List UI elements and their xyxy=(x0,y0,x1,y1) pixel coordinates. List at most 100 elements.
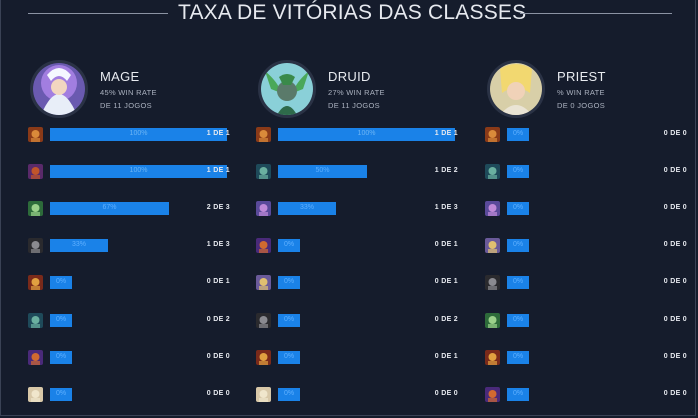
win-rate-bar: 0% xyxy=(278,314,300,327)
matchup-row: 0% 0 DE 1 xyxy=(28,275,230,291)
class-name: MAGE xyxy=(100,69,140,84)
matchup-row: 0% 0 DE 1 xyxy=(256,238,458,254)
matchup-record: 0 DE 2 xyxy=(206,316,230,323)
mage-icon xyxy=(485,201,500,216)
win-rate-percent: 0% xyxy=(512,390,524,397)
win-rate-percent: 0% xyxy=(512,353,524,360)
win-rate-percent: 0% xyxy=(55,278,67,285)
matchup-record: 0 DE 2 xyxy=(434,316,458,323)
win-rate-bar: 0% xyxy=(507,276,529,289)
matchup-record: 0 DE 1 xyxy=(206,278,230,285)
matchup-row: 0% 0 DE 0 xyxy=(28,350,230,366)
win-rate-bar: 0% xyxy=(278,388,300,401)
win-rate-percent: 100% xyxy=(129,167,148,174)
win-rate-percent: 0% xyxy=(283,353,295,360)
title-divider-right xyxy=(520,13,672,14)
win-rate-bar: 0% xyxy=(507,351,529,364)
class-games-count: DE 11 JOGOS xyxy=(100,101,152,110)
matchup-row: 0% 0 DE 0 xyxy=(485,387,687,403)
win-rate-percent: 0% xyxy=(55,390,67,397)
win-rate-percent: 0% xyxy=(283,316,295,323)
win-rate-percent: 0% xyxy=(512,130,524,137)
matchup-record: 1 DE 3 xyxy=(434,204,458,211)
druid-portrait-icon xyxy=(258,60,316,118)
win-rate-bar: 100% xyxy=(50,165,227,178)
druid-icon xyxy=(485,164,500,179)
paladin-icon xyxy=(256,275,271,290)
matchup-record: 2 DE 3 xyxy=(206,204,230,211)
win-rate-bar: 0% xyxy=(507,239,529,252)
matchup-record: 0 DE 0 xyxy=(663,278,687,285)
win-rate-bar: 0% xyxy=(50,314,72,327)
matchup-row: 0% 0 DE 0 xyxy=(485,313,687,329)
matchup-row: 33% 1 DE 3 xyxy=(256,201,458,217)
win-rate-bar: 0% xyxy=(507,128,529,141)
win-rate-bar: 0% xyxy=(50,276,72,289)
demon-hunter-icon xyxy=(28,350,43,365)
matchup-record: 1 DE 1 xyxy=(206,167,230,174)
win-rate-percent: 67% xyxy=(102,204,117,211)
win-rate-bar: 0% xyxy=(507,202,529,215)
matchup-row: 0% 0 DE 0 xyxy=(485,127,687,143)
matchup-row: 0% 0 DE 0 xyxy=(485,201,687,217)
win-rate-percent: 0% xyxy=(55,353,67,360)
matchup-row: 0% 0 DE 0 xyxy=(485,350,687,366)
matchup-record: 0 DE 0 xyxy=(663,390,687,397)
matchup-row: 0% 0 DE 2 xyxy=(256,313,458,329)
win-rate-percent: 0% xyxy=(283,241,295,248)
matchup-row: 100% 1 DE 1 xyxy=(28,127,230,143)
matchup-row: 33% 1 DE 3 xyxy=(28,238,230,254)
win-rate-percent: 0% xyxy=(512,316,524,323)
paladin-icon xyxy=(485,238,500,253)
rogue-icon xyxy=(485,275,500,290)
matchup-row: 0% 0 DE 1 xyxy=(256,350,458,366)
win-rate-bar: 50% xyxy=(278,165,367,178)
class-column-mage: MAGE 45% WIN RATE DE 11 JOGOS 100% 1 DE 1 100… xyxy=(28,60,230,410)
matchup-record: 0 DE 0 xyxy=(663,353,687,360)
matchup-row: 0% 0 DE 2 xyxy=(28,313,230,329)
mage-portrait-icon xyxy=(30,60,88,118)
matchup-record: 1 DE 3 xyxy=(206,241,230,248)
header: TAXA DE VITÓRIAS DAS CLASSES xyxy=(0,0,698,28)
matchup-row: 0% 0 DE 0 xyxy=(485,164,687,180)
priest-portrait-icon xyxy=(487,60,545,118)
win-rate-percent: 100% xyxy=(129,130,148,137)
matchup-record: 0 DE 0 xyxy=(663,167,687,174)
rogue-icon xyxy=(28,238,43,253)
win-rate-percent: 0% xyxy=(512,241,524,248)
warrior-icon xyxy=(28,127,43,142)
matchup-row: 0% 0 DE 0 xyxy=(485,238,687,254)
priest-icon xyxy=(256,387,271,402)
matchup-row: 67% 2 DE 3 xyxy=(28,201,230,217)
win-rate-bar: 100% xyxy=(50,128,227,141)
win-rate-percent: 0% xyxy=(512,204,524,211)
hunter-icon xyxy=(485,313,500,328)
class-games-count: DE 11 JOGOS xyxy=(328,101,380,110)
win-rate-bar: 100% xyxy=(278,128,455,141)
matchup-record: 0 DE 0 xyxy=(663,204,687,211)
matchup-record: 0 DE 0 xyxy=(663,316,687,323)
mage-icon xyxy=(256,201,271,216)
matchup-row: 100% 1 DE 1 xyxy=(256,127,458,143)
class-name: DRUID xyxy=(328,69,371,84)
matchup-record: 0 DE 0 xyxy=(434,390,458,397)
win-rate-percent: 0% xyxy=(283,390,295,397)
win-rate-bar: 0% xyxy=(278,239,300,252)
win-rate-percent: 0% xyxy=(283,278,295,285)
win-rate-bar: 0% xyxy=(507,314,529,327)
class-win-rate: 45% WIN RATE xyxy=(100,88,157,97)
win-rate-bar: 0% xyxy=(507,388,529,401)
matchup-record: 0 DE 0 xyxy=(206,390,230,397)
druid-icon xyxy=(256,164,271,179)
title-divider-left xyxy=(28,13,168,14)
rogue-icon xyxy=(256,313,271,328)
matchup-row: 50% 1 DE 2 xyxy=(256,164,458,180)
class-win-rate: % WIN RATE xyxy=(557,88,605,97)
warlock-icon xyxy=(28,164,43,179)
matchup-row: 0% 0 DE 0 xyxy=(28,387,230,403)
druid-icon xyxy=(28,313,43,328)
demon-hunter-icon xyxy=(256,238,271,253)
win-rate-bar: 33% xyxy=(50,239,108,252)
matchup-row: 0% 0 DE 0 xyxy=(485,275,687,291)
